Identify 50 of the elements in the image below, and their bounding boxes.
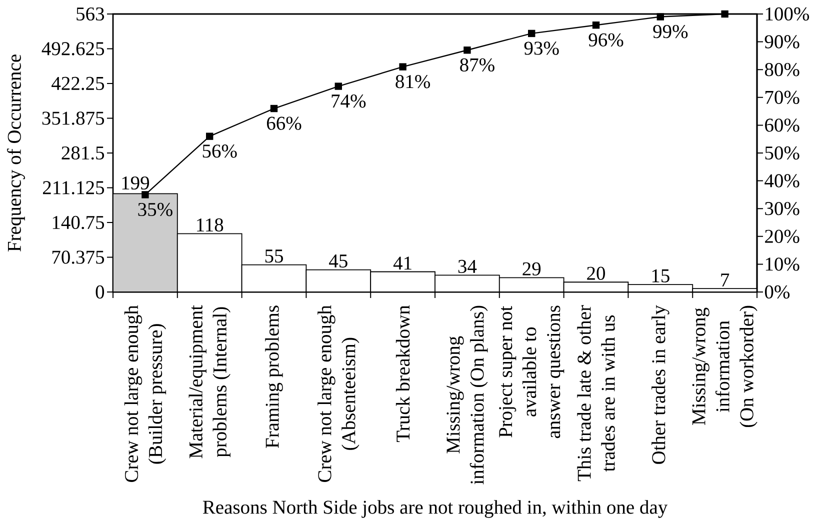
x-tick-label: Other trades in early <box>652 305 670 464</box>
data-label: 35% <box>138 202 172 216</box>
y2-tick-label: 100% <box>766 7 810 21</box>
y2-tick-label: 0% <box>764 285 790 299</box>
y2-tick-label: 50% <box>765 146 800 160</box>
data-label: 15 <box>652 269 670 282</box>
x-tick-label: Framing problems <box>265 306 283 448</box>
data-label: 29 <box>522 262 541 276</box>
data-label: 66% <box>266 116 302 130</box>
y2-tick-label: 90% <box>764 35 800 48</box>
data-label: 93% <box>524 42 559 55</box>
data-label: 199 <box>122 176 150 190</box>
data-label: 56% <box>202 144 237 158</box>
y2-tick-label: 70% <box>765 90 800 104</box>
y-tick-label: 70.375 <box>52 250 104 264</box>
y2-tick-label: 20% <box>765 230 800 243</box>
y-tick-label: 281.5 <box>62 146 104 160</box>
y-tick-label: 492.625 <box>42 42 104 56</box>
x-tick-label: Crew not large enough (Builder pressure) <box>124 305 166 482</box>
data-label: 118 <box>197 218 224 232</box>
data-label: 99% <box>653 24 688 38</box>
y-tick-label: 0 <box>96 285 104 299</box>
data-label: 81% <box>396 75 430 88</box>
y2-tick-label: 10% <box>766 258 800 271</box>
data-label: 34 <box>458 260 477 274</box>
data-label: 55 <box>265 250 283 263</box>
x-tick-label: Crew not large enough (Absenteeism) <box>318 305 360 482</box>
data-label: 87% <box>460 58 494 72</box>
y-tick-label: 211.125 <box>43 181 104 194</box>
data-label: 7 <box>721 274 730 286</box>
x-tick-label: Material/equipment problems (Internal) <box>188 305 230 458</box>
y2-tick-label: 30% <box>765 202 800 216</box>
y-axis-title: Frequency of Occurrence <box>7 54 25 252</box>
x-tick-label: Missing/wrong information (On workorder) <box>692 306 758 428</box>
x-tick-label: Truck breakdown <box>396 305 410 442</box>
y2-tick-label: 40% <box>764 174 800 188</box>
data-label: 74% <box>332 94 366 108</box>
y-tick-label: 563 <box>76 7 104 21</box>
data-label: 45 <box>329 254 348 268</box>
y-tick-label: 351.875 <box>42 112 104 125</box>
x-tick-label: Missing/wrong information (On plans) <box>446 306 488 484</box>
y2-tick-label: 60% <box>765 118 800 132</box>
y-tick-label: 140.75 <box>52 216 104 230</box>
data-label: 41 <box>393 256 412 270</box>
y-tick-label: 422.25 <box>52 76 104 90</box>
x-axis-title: Reasons North Side jobs are not roughed in, within one day <box>202 500 668 518</box>
data-label: 20 <box>587 266 605 280</box>
x-tick-label: Project super not available to answer questions <box>499 306 564 438</box>
data-label: 96% <box>588 33 624 47</box>
y2-tick-label: 80% <box>764 62 800 76</box>
